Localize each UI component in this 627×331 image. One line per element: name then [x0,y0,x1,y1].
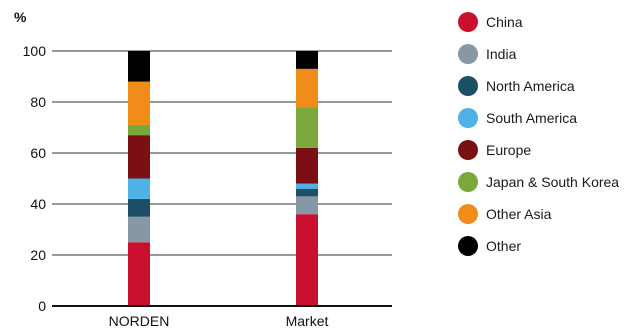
legend-swatch [458,12,478,32]
bar-segment [128,178,150,199]
legend-swatch [458,108,478,128]
stacked-bar-chart: % 0 20 40 60 80 100 NORDEN Market [14,9,392,329]
bar-segment [128,216,150,243]
legend-item: Europe [458,134,619,166]
bar-segment [128,135,150,179]
y-tick-label: 60 [30,145,46,161]
bar-segment [128,51,150,82]
y-axis-ticks: 0 20 40 60 80 100 [23,43,47,314]
legend-item: India [458,38,619,70]
bar-segment [296,51,318,69]
legend-label: Japan & South Korea [486,174,620,190]
legend-swatch [458,172,478,192]
y-tick-label: 100 [23,43,47,59]
bar-segment [296,183,318,189]
bar-segment [128,198,150,217]
legend-label: North America [486,78,575,94]
legend-swatch [458,140,478,160]
gridlines [52,50,392,256]
legend-label: Other [486,238,522,254]
legend-label: Other Asia [486,206,552,222]
legend-swatch [458,236,478,256]
bar-stacks [128,51,318,306]
bar-segment [296,188,318,197]
y-tick-label: 80 [30,94,46,110]
legend-item: North America [458,70,619,102]
x-tick-label: NORDEN [109,313,170,329]
y-tick-label: 40 [30,196,46,212]
legend-swatch [458,204,478,224]
legend: China India North America South America Euro… [458,6,619,262]
legend-item: South America [458,102,619,134]
y-tick-label: 0 [38,298,46,314]
legend-item: Japan & South Korea [458,166,619,198]
legend-label: China [486,14,523,30]
y-axis-label: % [14,9,27,25]
bar-segment [296,147,318,184]
legend-label: South America [486,110,578,126]
bar-segment [296,214,318,306]
y-tick-label: 20 [30,247,46,263]
legend-item: China [458,6,619,38]
x-tick-label: Market [286,313,329,329]
bar-segment [128,242,150,306]
bar-segment [296,107,318,148]
bar-segment [296,68,318,108]
bar-segment [128,81,150,125]
legend-swatch [458,44,478,64]
x-axis-ticks: NORDEN Market [109,313,329,329]
legend-item: Other Asia [458,198,619,230]
bar-segment [296,196,318,215]
bar-segment [128,124,150,136]
legend-swatch [458,76,478,96]
legend-label: India [486,46,517,62]
legend-item: Other [458,230,619,262]
legend-label: Europe [486,142,532,158]
